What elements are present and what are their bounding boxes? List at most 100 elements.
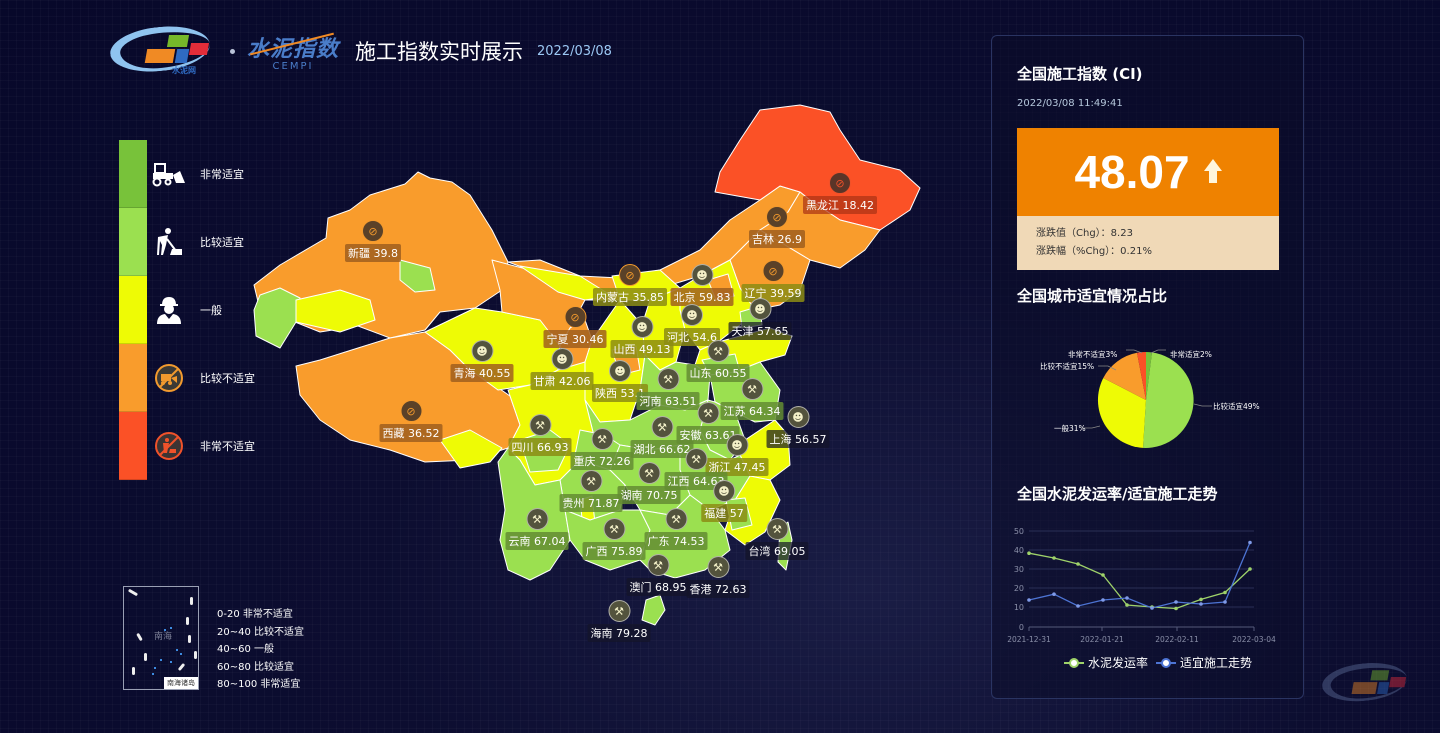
worker-helmet-icon: ☻: [471, 340, 493, 362]
province-name: 云南: [508, 535, 531, 548]
province-marker-yunnan[interactable]: ⚒ 云南 67.04: [505, 508, 569, 550]
province-marker-guangdong[interactable]: ⚒ 广东 74.53: [644, 508, 708, 550]
legend-item-very-suitable[interactable]: 非常适宜: [152, 140, 255, 208]
trend-line-chart[interactable]: 50 40 30 20 10 0 2021-12-31 2022-01-21 2022-0…: [1002, 516, 1302, 686]
worker-helmet-icon: ☻: [691, 264, 713, 286]
legend-items: 非常适宜 比较适宜 一般 比较不适宜 非常不适宜: [152, 140, 255, 480]
province-value: 63.51: [665, 395, 697, 408]
worker-helmet-icon: ☻: [713, 480, 735, 502]
province-marker-fujian[interactable]: ☻ 福建 57: [701, 480, 747, 522]
logo-text: 水泥网: [172, 66, 196, 75]
province-marker-heilongjiang[interactable]: ⊘ 黑龙江 18.42: [803, 172, 877, 214]
legend-series-shipment-rate[interactable]: 水泥发运率: [1064, 654, 1148, 671]
ci-title: 全国施工指数 (CI): [1017, 65, 1143, 83]
cempi-logo[interactable]: 水泥指数 CEMPI: [247, 31, 339, 72]
legend-label: 一般: [200, 304, 222, 317]
province-name: 内蒙古: [596, 291, 629, 304]
province-marker-shanxi[interactable]: ☻ 山西 49.13: [610, 316, 674, 358]
province-marker-jiangsu[interactable]: ⚒ 江苏 64.34: [720, 378, 784, 420]
range-item: 20~40 比较不适宜: [217, 626, 305, 638]
province-marker-guizhou[interactable]: ⚒ 贵州 71.87: [559, 470, 623, 512]
china-map[interactable]: ⊘ 黑龙江 18.42 ⊘ 吉林 26.9 ⊘ 新疆 39.8 ⊘ 辽宁 39.59 ⊘…: [240, 100, 940, 680]
svg-text:30: 30: [1014, 565, 1024, 574]
province-value: 49.13: [639, 343, 671, 356]
worker-shovel-icon: ⚒: [638, 462, 660, 484]
province-marker-tibet[interactable]: ⊘ 西藏 36.52: [379, 400, 443, 442]
province-marker-chongqing[interactable]: ⚒ 重庆 72.26: [570, 428, 634, 470]
pie-label-normal: 一般31%: [1054, 424, 1086, 433]
province-marker-guangxi[interactable]: ⚒ 广西 75.89: [582, 518, 646, 560]
province-value: 64.34: [749, 405, 781, 418]
province-marker-xinjiang[interactable]: ⊘ 新疆 39.8: [345, 220, 401, 262]
brand-en: CEMPI: [272, 60, 314, 72]
province-name: 河南: [639, 395, 662, 408]
province-value: 30.46: [572, 333, 604, 346]
province-name: 宁夏: [546, 333, 569, 346]
ci-index-card: 48.07 涨跌值（Chg）：8.23 涨跌幅（%Chg）：0.21%: [1017, 128, 1279, 270]
province-marker-zhejiang[interactable]: ☻ 浙江 47.45: [705, 434, 769, 476]
worker-shovel-icon: ⚒: [707, 556, 729, 578]
province-marker-henan[interactable]: ⚒ 河南 63.51: [636, 368, 700, 410]
province-marker-liaoning[interactable]: ⊘ 辽宁 39.59: [741, 260, 805, 302]
legend-swatch-unsuitable: [119, 344, 147, 412]
legend-item-suitable[interactable]: 比较适宜: [152, 208, 255, 276]
province-marker-shanghai[interactable]: ☻ 上海 56.57: [766, 406, 830, 448]
worker-helmet-icon: ☻: [749, 298, 771, 320]
province-marker-inner-mongolia[interactable]: ⊘ 内蒙古 35.85: [593, 264, 667, 306]
province-marker-hubei[interactable]: ⚒ 湖北 66.62: [630, 416, 694, 458]
province-marker-taiwan[interactable]: ⚒ 台湾 69.05: [745, 518, 809, 560]
bulldozer-icon: [152, 157, 186, 191]
color-scale-legend: [119, 140, 147, 480]
province-marker-ningxia[interactable]: ⊘ 宁夏 30.46: [543, 306, 607, 348]
worker-helmet-icon: ☻: [726, 434, 748, 456]
legend-label: 非常适宜: [200, 168, 244, 181]
province-marker-macau[interactable]: ⚒ 澳门 68.95: [626, 554, 690, 596]
svg-text:2022-01-21: 2022-01-21: [1080, 635, 1124, 644]
province-marker-hongkong[interactable]: ⚒ 香港 72.63: [686, 556, 750, 598]
province-name: 甘肃: [533, 375, 556, 388]
province-marker-jiangxi[interactable]: ⚒ 江西 64.63: [664, 448, 728, 490]
province-marker-jilin[interactable]: ⊘ 吉林 26.9: [749, 206, 805, 248]
no-construction-vehicle-icon: ⊘: [762, 260, 784, 282]
suitability-pie-chart[interactable]: 非常适宜2% 非常不适宜3% 比较不适宜15% 比较适宜49% 一般31%: [1002, 326, 1292, 466]
province-marker-beijing[interactable]: ☻ 北京 59.83: [670, 264, 734, 306]
no-construction-vehicle-icon: ⊘: [619, 264, 641, 286]
province-name: 海南: [590, 627, 613, 640]
province-value: 69.05: [774, 545, 806, 558]
province-marker-qinghai[interactable]: ☻ 青海 40.55: [450, 340, 514, 382]
province-name: 湖北: [633, 443, 656, 456]
svg-text:50: 50: [1014, 527, 1024, 536]
legend-series-construction-trend[interactable]: 适宜施工走势: [1156, 654, 1252, 671]
province-value: 54.6: [692, 331, 718, 344]
pie-title: 全国城市适宜情况占比: [1017, 287, 1168, 305]
worker-helmet-icon: [152, 293, 186, 327]
province-marker-shaanxi[interactable]: ☻ 陕西 53.1: [592, 360, 648, 402]
province-name: 青海: [453, 367, 476, 380]
province-marker-gansu[interactable]: ☻ 甘肃 42.06: [530, 348, 594, 390]
worker-shovel-icon: ⚒: [685, 448, 707, 470]
legend-swatch-very-suitable: [119, 140, 147, 208]
arrow-up-icon: [1203, 159, 1222, 185]
province-marker-tianjin[interactable]: ☻ 天津 57.65: [728, 298, 792, 340]
province-marker-hunan[interactable]: ⚒ 湖南 70.75: [617, 462, 681, 504]
province-marker-hebei[interactable]: ☻ 河北 54.6: [664, 304, 720, 346]
province-marker-shandong[interactable]: ⚒ 山东 60.55: [686, 340, 750, 382]
worker-shovel-icon: [152, 225, 186, 259]
worker-helmet-icon: ☻: [609, 360, 631, 382]
province-name: 浙江: [708, 461, 731, 474]
ci-change-percent: 涨跌幅（%Chg）：0.21%: [1036, 246, 1152, 257]
legend-item-unsuitable[interactable]: 比较不适宜: [152, 344, 255, 412]
province-marker-hainan[interactable]: ⚒ 海南 79.28: [587, 600, 651, 642]
cement-net-logo[interactable]: 水泥网: [107, 21, 218, 79]
legend-item-very-unsuitable[interactable]: 非常不适宜: [152, 412, 255, 480]
province-name: 澳门: [629, 581, 652, 594]
province-value: 74.53: [673, 535, 705, 548]
svg-text:2022-02-11: 2022-02-11: [1155, 635, 1199, 644]
watermark-logo: [1320, 659, 1422, 706]
range-item: 0-20 非常不适宜: [217, 609, 293, 620]
province-name: 新疆: [348, 247, 370, 260]
range-item: 80~100 非常适宜: [217, 679, 301, 690]
province-marker-sichuan[interactable]: ⚒ 四川 66.93: [508, 414, 572, 456]
worker-shovel-icon: ⚒: [608, 600, 630, 622]
legend-item-normal[interactable]: 一般: [152, 276, 255, 344]
